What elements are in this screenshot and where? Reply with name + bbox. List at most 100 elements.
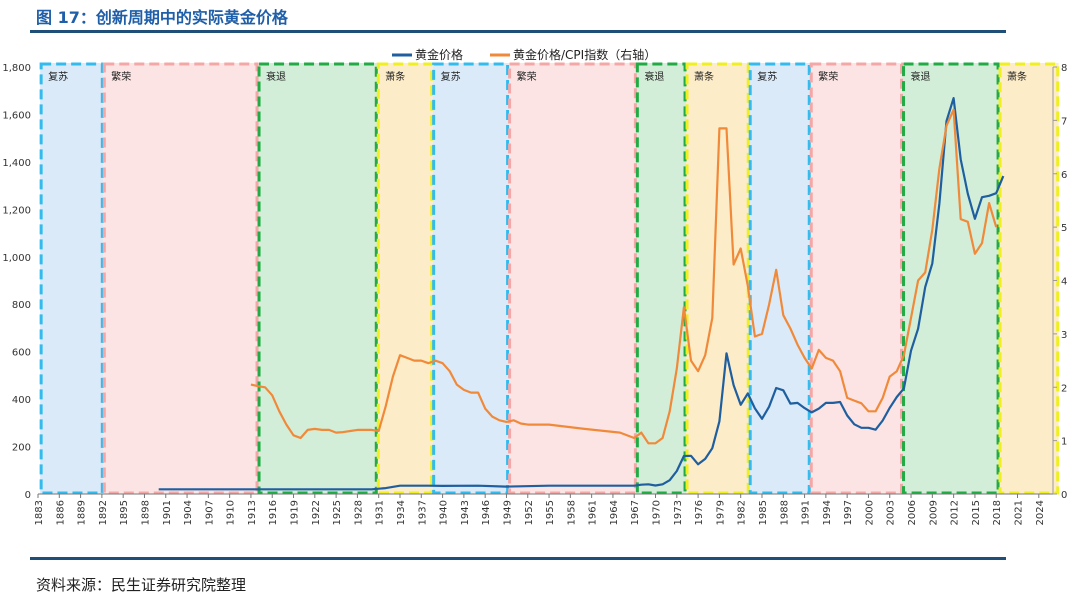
x-tick-label: 1976: [694, 500, 705, 525]
bottom-rule: [30, 557, 1006, 560]
x-tick-label: 2006: [907, 500, 918, 525]
x-tick-label: 1982: [737, 500, 748, 525]
legend-label-1: 黄金价格: [415, 47, 463, 62]
phase-border-7: [635, 62, 687, 495]
y-left-tick-label: 200: [12, 443, 31, 454]
y-right-tick-label: 4: [1061, 277, 1067, 288]
phase-border-9: [748, 62, 811, 495]
phase-border-8: [685, 62, 750, 495]
phase-border-1: [39, 62, 104, 495]
legend-label-2: 黄金价格/CPI指数（右轴）: [513, 47, 656, 62]
x-tick-label: 1892: [98, 500, 109, 525]
x-tick-label: 1994: [822, 500, 833, 525]
x-tick-label: 1970: [652, 500, 663, 525]
x-tick-label: 1886: [55, 500, 66, 525]
phase-band-4: [377, 63, 433, 494]
x-tick-label: 1964: [609, 500, 620, 525]
x-tick-label: 2003: [886, 500, 897, 525]
phase-border-4: [376, 62, 434, 495]
y-right-tick-label: 1: [1061, 437, 1067, 448]
y-left-tick-label: 0: [25, 490, 31, 501]
phase-border-11: [902, 62, 1000, 495]
x-tick-label: 2009: [928, 500, 939, 525]
legend: 黄金价格 黄金价格/CPI指数（右轴）: [392, 47, 656, 62]
x-tick-label: 1934: [396, 500, 407, 525]
x-tick-label: 1913: [247, 500, 258, 525]
y-right-tick-label: 8: [1061, 63, 1067, 74]
phase-label-3: 衰退: [266, 70, 286, 83]
x-tick-label: 1919: [290, 500, 301, 525]
phase-label-12: 萧条: [1007, 70, 1027, 83]
phase-label-1: 复苏: [48, 70, 68, 83]
phase-label-4: 萧条: [385, 70, 405, 83]
x-tick-label: 1922: [311, 500, 322, 525]
x-tick-label: 2024: [1035, 500, 1046, 525]
x-tick-label: 1895: [119, 500, 130, 525]
phase-band-9: [749, 63, 811, 494]
phase-label-5: 复苏: [441, 70, 461, 83]
x-tick-label: 1967: [630, 500, 641, 525]
x-tick-label: 1883: [34, 500, 45, 525]
x-tick-label: 1952: [524, 500, 535, 525]
y-left-tick-label: 1,800: [2, 63, 31, 74]
x-tick-label: 1937: [417, 500, 428, 525]
phase-label-8: 萧条: [694, 70, 714, 83]
x-tick-label: 2021: [1014, 500, 1025, 525]
y-left-tick-label: 400: [12, 395, 31, 406]
x-tick-label: 1940: [439, 500, 450, 525]
phase-border-5: [432, 62, 510, 495]
phase-band-7: [636, 63, 687, 494]
phase-band-3: [258, 63, 378, 494]
y-left-tick-label: 800: [12, 300, 31, 311]
phase-band-8: [686, 63, 750, 494]
x-tick-label: 1946: [481, 500, 492, 525]
x-tick-label: 1997: [843, 500, 854, 525]
x-tick-label: 1928: [353, 500, 364, 525]
x-tick-label: 1991: [801, 500, 812, 525]
y-left-tick-label: 1,600: [2, 110, 31, 121]
phase-band-10: [810, 63, 903, 494]
x-tick-label: 1904: [183, 500, 194, 525]
x-tick-label: 1931: [375, 500, 386, 525]
phase-band-12: [999, 63, 1059, 494]
x-tick-label: 1898: [140, 500, 151, 525]
x-tick-label: 2012: [950, 500, 961, 525]
phase-border-2: [102, 62, 259, 495]
y-right-tick-label: 5: [1061, 223, 1067, 234]
y-left-tick-label: 1,400: [2, 158, 31, 169]
x-tick-label: 1901: [162, 500, 173, 525]
y-left-tick-label: 600: [12, 348, 31, 359]
y-right-tick-label: 2: [1061, 383, 1067, 394]
y-left-tick-label: 1,000: [2, 253, 31, 264]
phase-label-9: 复苏: [757, 70, 777, 83]
phase-border-3: [257, 62, 378, 495]
x-tick-label: 1985: [758, 500, 769, 525]
series-lines: [158, 96, 1005, 491]
phase-band-11: [902, 63, 1000, 494]
x-tick-label: 1988: [779, 500, 790, 525]
x-tick-label: 1955: [545, 500, 556, 525]
phase-border-10: [809, 62, 904, 495]
phase-border-6: [508, 62, 637, 495]
x-tick-label: 1961: [588, 500, 599, 525]
phase-band-1: [40, 63, 104, 494]
x-tick-label: 1943: [460, 500, 471, 525]
x-tick-label: 2015: [971, 500, 982, 525]
phase-label-7: 衰退: [644, 70, 664, 83]
x-tick-label: 2000: [864, 500, 875, 525]
y-left-tick-label: 1,200: [2, 205, 31, 216]
source-note: 资料来源：民生证券研究院整理: [36, 576, 247, 594]
y-right-tick-label: 3: [1061, 330, 1067, 341]
x-tick-label: 1979: [715, 500, 726, 525]
x-tick-label: 1973: [673, 500, 684, 525]
phase-bands: 复苏 繁荣 衰退 萧条 复苏 繁荣 衰退 萧条 复苏 繁荣 衰退 萧条: [39, 62, 1060, 495]
series-line-1: [158, 96, 1005, 491]
x-tick-label: 1925: [332, 500, 343, 525]
phase-band-2: [103, 63, 259, 494]
x-tick-label: 1916: [268, 500, 279, 525]
phase-label-6: 繁荣: [517, 70, 537, 83]
axes: 02004006008001,0001,2001,4001,6001,80001…: [2, 63, 1067, 525]
y-right-tick-label: 6: [1061, 170, 1067, 181]
phase-border-12: [998, 62, 1060, 495]
